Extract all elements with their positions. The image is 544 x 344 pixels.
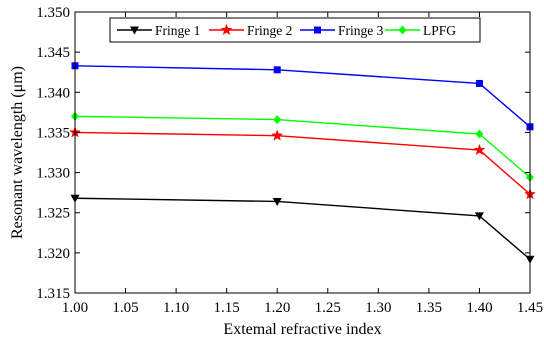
y-tick-label: 1.350	[36, 5, 70, 21]
x-tick-label: 1.45	[517, 300, 543, 316]
legend-marker	[398, 25, 407, 35]
legend-item: Fringe 2	[209, 23, 292, 38]
y-tick-label: 1.315	[36, 286, 70, 302]
y-tick-label: 1.330	[36, 166, 70, 182]
x-tick-label: 1.05	[112, 300, 138, 316]
axis-ticks: 1.00 1.05 1.10 1.15 1.20 1.25 1.30 1.35 1.40 1.45…	[36, 5, 543, 316]
y-tick-label: 1.325	[36, 206, 70, 222]
data-point	[475, 79, 483, 87]
y-tick-label: 1.345	[36, 45, 70, 61]
legend-marker	[314, 26, 321, 34]
data-point	[273, 115, 282, 125]
x-tick-label: 1.40	[466, 300, 492, 316]
x-tick-label: 1.30	[365, 300, 391, 316]
y-tick-label: 1.320	[36, 246, 70, 262]
legend: Fringe 1 Fringe 2 Fringe 3 LPFG	[109, 17, 481, 43]
legend-marker	[220, 23, 233, 36]
x-tick-label: 1.35	[416, 300, 442, 316]
data-point	[474, 212, 484, 221]
series-line	[74, 115, 531, 178]
data-point	[475, 129, 484, 139]
plot-frame	[74, 11, 531, 294]
x-tick-label: 1.20	[264, 300, 290, 316]
x-tick-label: 1.15	[214, 300, 240, 316]
series-line	[74, 65, 531, 128]
data-point	[272, 197, 282, 206]
legend-item: Fringe 3	[300, 23, 384, 38]
x-tick-label: 1.25	[315, 300, 341, 316]
data-point	[473, 143, 486, 156]
legend-item: LPFG	[385, 23, 456, 38]
y-axis-label: Resonant wavelength (μm)	[9, 66, 26, 239]
x-tick-label: 1.00	[62, 300, 88, 316]
data-point	[271, 129, 284, 141]
x-tick-label: 1.10	[163, 300, 189, 316]
series-line	[74, 131, 531, 195]
data-point	[273, 66, 281, 74]
legend-label: LPFG	[423, 23, 456, 38]
legend-label: Fringe 3	[338, 23, 384, 38]
y-tick-label: 1.340	[36, 85, 70, 101]
y-tick-label: 1.335	[36, 125, 70, 141]
legend-marker	[130, 26, 139, 35]
x-axis-label: Extemal refractive index	[223, 321, 381, 338]
legend-label: Fringe 1	[155, 23, 200, 38]
legend-label: Fringe 2	[247, 23, 292, 38]
legend-item: Fringe 1	[117, 23, 200, 38]
series-line	[74, 197, 531, 260]
